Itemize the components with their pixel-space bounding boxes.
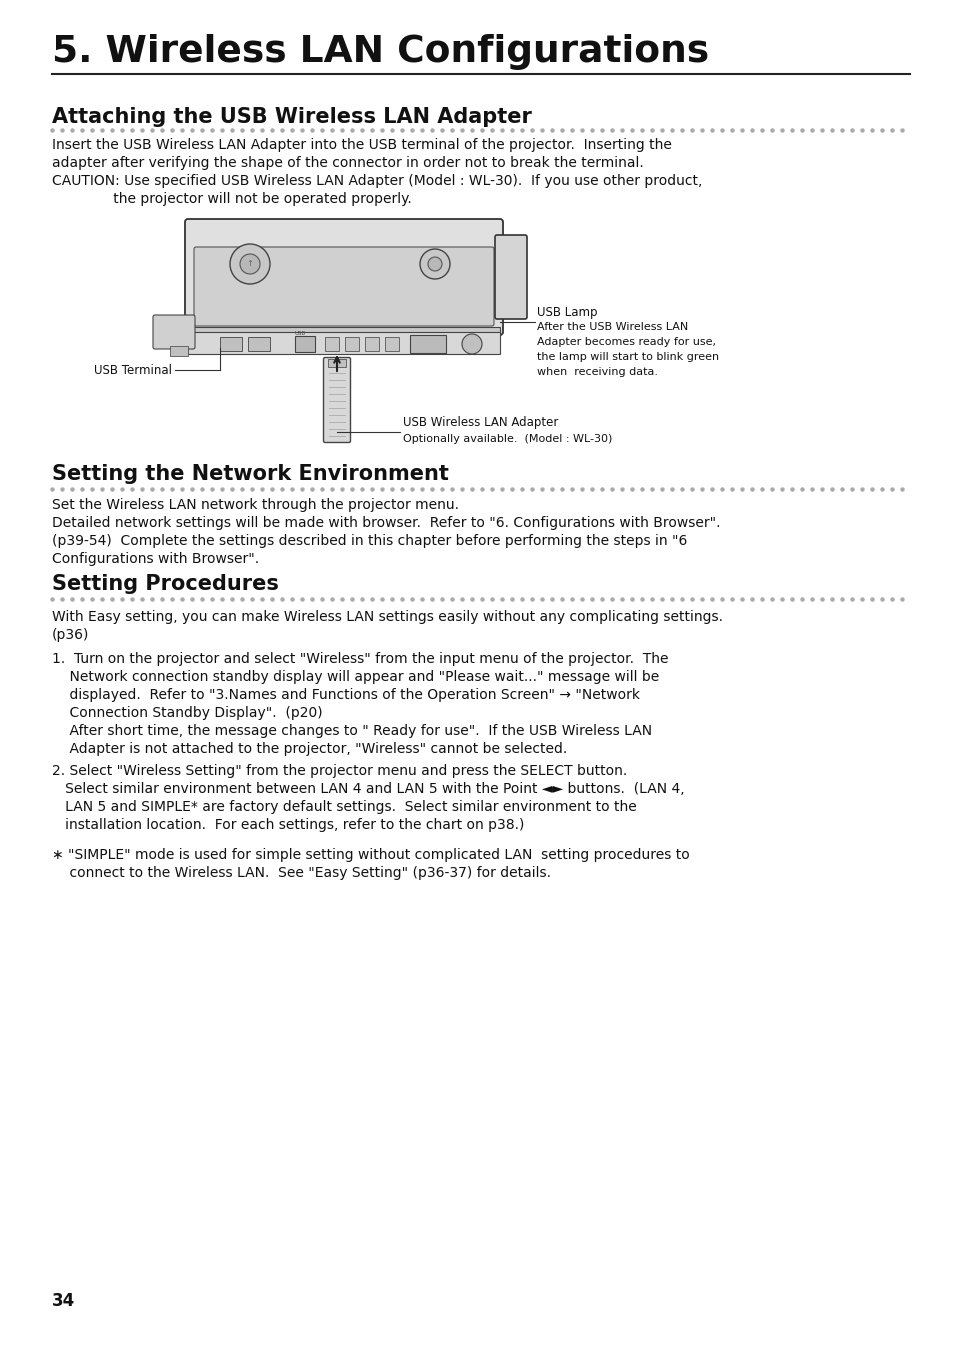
Text: CAUTION: Use specified USB Wireless LAN Adapter (Model : WL-30).  If you use oth: CAUTION: Use specified USB Wireless LAN … — [52, 174, 701, 188]
Text: With Easy setting, you can make Wireless LAN settings easily without any complic: With Easy setting, you can make Wireless… — [52, 610, 722, 625]
Text: 2. Select "Wireless Setting" from the projector menu and press the SELECT button: 2. Select "Wireless Setting" from the pr… — [52, 764, 626, 777]
Text: USB Wireless LAN Adapter: USB Wireless LAN Adapter — [402, 416, 558, 429]
Text: adapter after verifying the shape of the connector in order not to break the ter: adapter after verifying the shape of the… — [52, 155, 643, 170]
Bar — [294, 337, 314, 352]
Text: Connection Standby Display".  (p20): Connection Standby Display". (p20) — [52, 706, 322, 721]
Text: connect to the Wireless LAN.  See "Easy Setting" (p36-37) for details.: connect to the Wireless LAN. See "Easy S… — [52, 867, 551, 880]
Text: USB Lamp: USB Lamp — [537, 306, 597, 319]
Bar — [385, 337, 398, 352]
Text: ↑: ↑ — [246, 260, 253, 269]
Circle shape — [240, 254, 260, 274]
Text: USB: USB — [294, 331, 305, 337]
FancyBboxPatch shape — [193, 247, 494, 326]
Text: Adapter becomes ready for use,: Adapter becomes ready for use, — [537, 337, 716, 347]
Text: Setting Procedures: Setting Procedures — [52, 575, 278, 594]
Circle shape — [230, 243, 270, 284]
Text: installation location.  For each settings, refer to the chart on p38.): installation location. For each settings… — [52, 818, 524, 831]
Bar — [188, 327, 499, 335]
Text: displayed.  Refer to "3.Names and Functions of the Operation Screen" → "Network: displayed. Refer to "3.Names and Functio… — [52, 688, 639, 702]
Text: Setting the Network Environment: Setting the Network Environment — [52, 464, 449, 484]
Circle shape — [461, 334, 481, 354]
Text: Set the Wireless LAN network through the projector menu.: Set the Wireless LAN network through the… — [52, 498, 458, 512]
Bar — [220, 337, 242, 352]
Text: Adapter is not attached to the projector, "Wireless" cannot be selected.: Adapter is not attached to the projector… — [52, 742, 567, 756]
FancyBboxPatch shape — [152, 315, 194, 349]
Text: (p36): (p36) — [52, 627, 90, 642]
Text: After the USB Wireless LAN: After the USB Wireless LAN — [537, 322, 687, 333]
Circle shape — [419, 249, 450, 279]
Text: Attaching the USB Wireless LAN Adapter: Attaching the USB Wireless LAN Adapter — [52, 107, 532, 127]
Circle shape — [428, 257, 441, 270]
FancyBboxPatch shape — [185, 219, 502, 335]
Bar — [248, 337, 270, 352]
FancyBboxPatch shape — [495, 235, 526, 319]
Text: when  receiving data.: when receiving data. — [537, 366, 658, 377]
Bar — [328, 360, 346, 366]
Text: the lamp will start to blink green: the lamp will start to blink green — [537, 352, 719, 362]
Text: ∗ "SIMPLE" mode is used for simple setting without complicated LAN  setting proc: ∗ "SIMPLE" mode is used for simple setti… — [52, 848, 689, 863]
Text: (p39-54)  Complete the settings described in this chapter before performing the : (p39-54) Complete the settings described… — [52, 534, 687, 548]
Text: Optionally available.  (Model : WL-30): Optionally available. (Model : WL-30) — [402, 434, 612, 443]
Bar — [325, 337, 338, 352]
Bar — [365, 337, 378, 352]
Text: USB Terminal: USB Terminal — [94, 364, 172, 376]
Bar — [188, 333, 499, 354]
Text: 5. Wireless LAN Configurations: 5. Wireless LAN Configurations — [52, 34, 708, 70]
Text: the projector will not be operated properly.: the projector will not be operated prope… — [52, 192, 412, 206]
FancyBboxPatch shape — [323, 357, 350, 442]
Text: After short time, the message changes to " Ready for use".  If the USB Wireless : After short time, the message changes to… — [52, 725, 652, 738]
Bar — [345, 337, 358, 352]
Text: LAN 5 and SIMPLE* are factory default settings.  Select similar environment to t: LAN 5 and SIMPLE* are factory default se… — [52, 800, 636, 814]
Text: 1.  Turn on the projector and select "Wireless" from the input menu of the proje: 1. Turn on the projector and select "Wir… — [52, 652, 668, 667]
Bar — [170, 346, 188, 356]
Text: Network connection standby display will appear and "Please wait..." message will: Network connection standby display will … — [52, 671, 659, 684]
Text: 34: 34 — [52, 1293, 75, 1310]
Text: Insert the USB Wireless LAN Adapter into the USB terminal of the projector.  Ins: Insert the USB Wireless LAN Adapter into… — [52, 138, 671, 151]
Text: Configurations with Browser".: Configurations with Browser". — [52, 552, 259, 566]
Text: Detailed network settings will be made with browser.  Refer to "6. Configuration: Detailed network settings will be made w… — [52, 516, 720, 530]
Bar — [410, 335, 446, 353]
Text: Select similar environment between LAN 4 and LAN 5 with the Point ◄► buttons.  (: Select similar environment between LAN 4… — [52, 781, 684, 796]
